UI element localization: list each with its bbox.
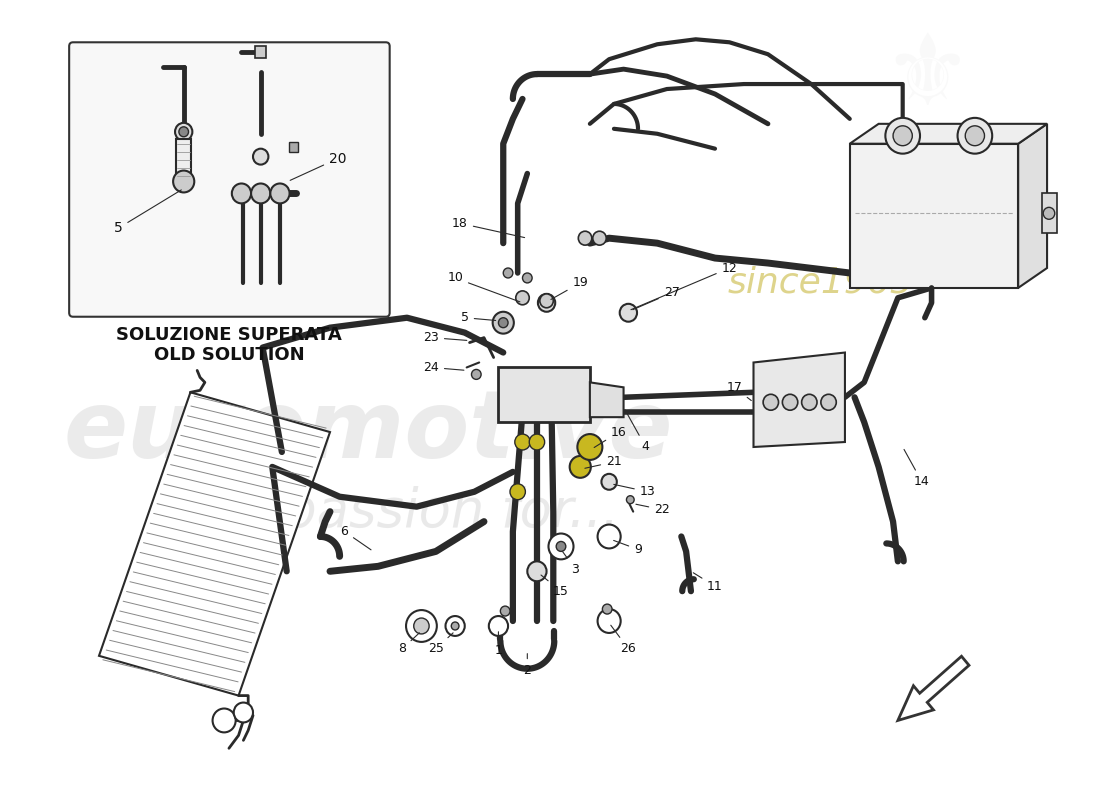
Circle shape (233, 702, 253, 722)
Circle shape (510, 484, 526, 500)
Text: 5: 5 (461, 311, 496, 324)
Text: 21: 21 (585, 455, 622, 469)
Circle shape (232, 183, 251, 203)
Circle shape (175, 123, 192, 141)
Polygon shape (498, 367, 590, 422)
Text: SOLUZIONE SUPERATA: SOLUZIONE SUPERATA (117, 326, 342, 344)
Circle shape (578, 434, 603, 460)
Text: 16: 16 (594, 426, 627, 447)
Circle shape (1043, 207, 1055, 219)
Circle shape (271, 183, 289, 203)
Circle shape (529, 434, 544, 450)
Text: OLD SOLUTION: OLD SOLUTION (154, 346, 305, 363)
Text: euromotive: euromotive (64, 386, 673, 478)
Circle shape (597, 525, 620, 549)
Circle shape (802, 394, 817, 410)
Text: 14: 14 (904, 450, 930, 488)
Text: 8: 8 (398, 633, 419, 655)
Circle shape (597, 609, 620, 633)
Circle shape (451, 622, 459, 630)
FancyArrow shape (898, 656, 969, 721)
Text: 13: 13 (614, 484, 656, 498)
Circle shape (406, 610, 437, 642)
Text: 9: 9 (614, 541, 642, 556)
Circle shape (488, 616, 508, 636)
Text: 1: 1 (495, 632, 503, 658)
Text: 5: 5 (114, 190, 182, 235)
Circle shape (557, 542, 565, 551)
Text: a passion for...: a passion for... (233, 486, 618, 538)
Circle shape (893, 126, 912, 146)
Circle shape (500, 606, 510, 616)
FancyBboxPatch shape (69, 42, 389, 317)
Circle shape (540, 294, 553, 308)
Circle shape (493, 312, 514, 334)
Text: 22: 22 (636, 503, 670, 516)
Circle shape (179, 127, 188, 137)
Polygon shape (849, 124, 1047, 144)
Circle shape (472, 370, 481, 379)
Bar (849, 144, 1019, 288)
Circle shape (627, 496, 635, 504)
Text: 12: 12 (631, 262, 737, 310)
Polygon shape (1019, 124, 1047, 288)
Polygon shape (590, 382, 624, 417)
Bar (288, 142, 298, 152)
Polygon shape (754, 353, 845, 447)
Circle shape (414, 618, 429, 634)
Text: 23: 23 (424, 331, 466, 344)
Circle shape (251, 183, 271, 203)
Circle shape (538, 294, 556, 312)
Text: 10: 10 (448, 271, 520, 302)
Circle shape (570, 456, 591, 478)
Text: 25: 25 (428, 633, 453, 655)
Circle shape (522, 273, 532, 283)
Circle shape (498, 318, 508, 328)
Circle shape (527, 562, 547, 582)
Text: 17: 17 (726, 381, 751, 401)
Text: 6: 6 (341, 525, 371, 550)
Bar (176, 138, 191, 183)
Circle shape (504, 268, 513, 278)
Text: 19: 19 (551, 277, 588, 299)
Text: 18: 18 (452, 217, 525, 238)
Circle shape (593, 231, 606, 245)
Text: 27: 27 (632, 286, 680, 310)
Text: 4: 4 (625, 410, 650, 454)
Circle shape (212, 709, 235, 732)
Text: since1965: since1965 (728, 266, 914, 300)
Circle shape (603, 604, 612, 614)
Polygon shape (99, 392, 330, 695)
Circle shape (549, 534, 573, 559)
Circle shape (957, 118, 992, 154)
Circle shape (602, 474, 617, 490)
Circle shape (821, 394, 836, 410)
Bar (1043, 194, 1057, 234)
Circle shape (173, 170, 195, 193)
Circle shape (253, 149, 268, 165)
Text: 20: 20 (290, 152, 346, 180)
Circle shape (782, 394, 797, 410)
Circle shape (446, 616, 464, 636)
Circle shape (516, 291, 529, 305)
Text: 2: 2 (524, 654, 531, 678)
Text: ⚜
S: ⚜ S (882, 29, 971, 238)
Text: 26: 26 (610, 626, 636, 655)
Circle shape (886, 118, 920, 154)
Bar (255, 46, 266, 58)
Text: 24: 24 (424, 361, 464, 374)
Circle shape (763, 394, 779, 410)
Circle shape (966, 126, 984, 146)
Text: 3: 3 (562, 552, 580, 576)
Text: 15: 15 (541, 575, 569, 598)
Circle shape (579, 231, 592, 245)
Text: 11: 11 (693, 573, 723, 593)
Circle shape (619, 304, 637, 322)
Circle shape (515, 434, 530, 450)
